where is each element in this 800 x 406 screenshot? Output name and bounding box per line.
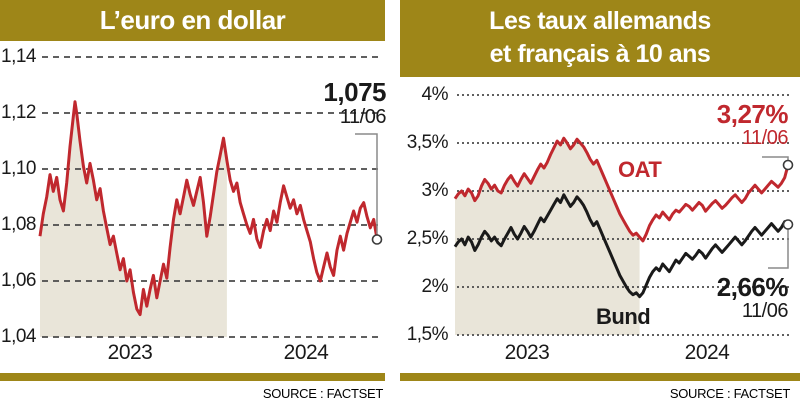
y-tick-label: 1,08 bbox=[1, 214, 36, 235]
callout-line bbox=[762, 156, 789, 160]
y-tick-label: 3,5% bbox=[406, 132, 449, 153]
bund-series-label: Bund bbox=[596, 304, 651, 329]
callout-line bbox=[768, 229, 789, 269]
right-source-label: SOURCE : FACTSET bbox=[669, 386, 790, 401]
rates-chart-title-bar: Les taux allemands et français à 10 ans bbox=[400, 0, 800, 77]
x-tick-label-2024-right: 2024 bbox=[684, 341, 730, 364]
y-tick-label: 1,5% bbox=[406, 324, 449, 345]
endpoint-marker bbox=[371, 234, 383, 245]
rates-chart-title-line1: Les taux allemands bbox=[489, 7, 711, 35]
left-bottom-accent-bar bbox=[0, 373, 385, 381]
y-tick-label: 2,5% bbox=[406, 228, 449, 249]
y-tick-label: 1,04 bbox=[1, 326, 36, 347]
area-fill bbox=[40, 101, 227, 337]
oat-last-date: 11/06 bbox=[741, 127, 789, 149]
bund-series-line bbox=[453, 193, 789, 299]
euro-chart-title-bar: L’euro en dollar bbox=[0, 0, 385, 41]
y-tick-label: 1,14 bbox=[1, 46, 36, 67]
y-tick-label: 1,12 bbox=[1, 102, 36, 123]
oat-series-line bbox=[453, 136, 790, 243]
eurusd-series-line bbox=[38, 100, 379, 317]
bund-last-value: 2,66% bbox=[716, 272, 789, 302]
bund-last-date: 11/06 bbox=[741, 300, 789, 322]
y-tick-label: 2% bbox=[421, 276, 449, 297]
x-tick-label-2023-right: 2023 bbox=[504, 341, 550, 364]
callout-line bbox=[355, 133, 378, 234]
x-tick-label-2023-left: 2023 bbox=[107, 341, 153, 364]
y-tick-label: 3% bbox=[421, 180, 449, 201]
euro-last-date: 11/06 bbox=[339, 106, 387, 128]
endpoint-marker bbox=[782, 159, 794, 171]
rates-chart-title-line2: et français à 10 ans bbox=[489, 40, 711, 68]
right-bottom-accent-bar bbox=[400, 373, 800, 381]
oat-last-value: 3,27% bbox=[716, 99, 789, 129]
euro-last-value: 1,075 bbox=[323, 77, 386, 107]
area-fill bbox=[455, 138, 640, 335]
euro-chart-svg bbox=[38, 56, 383, 338]
y-tick-label: 4% bbox=[421, 84, 449, 105]
left-source-label: SOURCE : FACTSET bbox=[262, 386, 383, 401]
x-tick-label-2024-left: 2024 bbox=[283, 341, 329, 364]
rates-chart-svg bbox=[453, 94, 794, 336]
euro-chart-title: L’euro en dollar bbox=[99, 5, 286, 35]
oat-series-label: OAT bbox=[618, 157, 662, 182]
endpoint-marker bbox=[782, 219, 794, 230]
y-tick-label: 1,10 bbox=[1, 158, 36, 179]
y-tick-label: 1,06 bbox=[1, 270, 36, 291]
